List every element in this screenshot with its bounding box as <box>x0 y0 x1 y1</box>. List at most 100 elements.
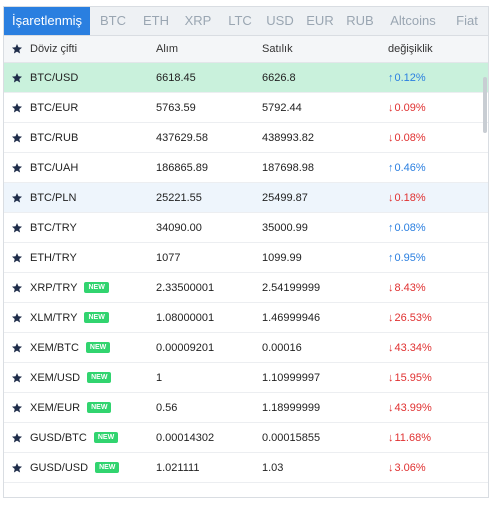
buy-price: 0.00014302 <box>156 431 215 444</box>
star-icon[interactable] <box>11 252 23 264</box>
star-icon[interactable] <box>11 282 23 294</box>
favorite-cell <box>4 432 30 444</box>
star-icon[interactable] <box>11 432 23 444</box>
pair-name: GUSD/USD <box>30 461 89 474</box>
favorite-cell <box>4 72 30 84</box>
favorite-cell <box>4 402 30 414</box>
pair-cell: XRP/TRY NEW <box>30 282 156 294</box>
change-cell: ↓0.18% <box>388 192 478 204</box>
pair-name: BTC/PLN <box>30 191 77 204</box>
buy-price: 0.56 <box>156 401 178 414</box>
pair-name: BTC/TRY <box>30 221 77 234</box>
tab-eur[interactable]: EUR <box>306 13 334 28</box>
buy-price: 1.021111 <box>156 461 200 474</box>
table-row[interactable]: BTC/UAH 186865.89 187698.98 ↑0.46% <box>4 153 488 183</box>
tab-usd[interactable]: USD <box>266 13 294 28</box>
new-badge: NEW <box>95 462 120 473</box>
star-icon[interactable] <box>11 462 23 474</box>
change-value: 8.43% <box>394 281 426 294</box>
favorite-cell <box>4 372 30 384</box>
arrow-down-icon: ↓ <box>388 281 394 294</box>
arrow-down-icon: ↓ <box>388 401 394 414</box>
buy-price: 2.33500001 <box>156 281 215 294</box>
table-row[interactable]: BTC/TRY 34090.00 35000.99 ↑0.08% <box>4 213 488 243</box>
table-row[interactable]: XEM/EUR NEW 0.56 1.18999999 ↓43.99% <box>4 393 488 423</box>
favorite-cell <box>4 162 30 174</box>
header-star-cell <box>4 43 30 55</box>
buy-price: 5763.59 <box>156 101 196 114</box>
change-cell: ↑0.12% <box>388 72 478 84</box>
tab-ltc[interactable]: LTC <box>228 13 252 28</box>
star-icon[interactable] <box>11 43 23 55</box>
buy-price: 6618.45 <box>156 71 196 84</box>
pair-cell: ETH/TRY <box>30 252 156 264</box>
arrow-up-icon: ↑ <box>388 251 394 264</box>
change-cell: ↑0.46% <box>388 162 478 174</box>
sell-price: 0.00015855 <box>262 431 321 444</box>
arrow-down-icon: ↓ <box>388 461 394 474</box>
star-icon[interactable] <box>11 372 23 384</box>
change-cell: ↓26.53% <box>388 312 478 324</box>
new-badge: NEW <box>85 342 111 353</box>
table-row[interactable]: GUSD/BTC NEW 0.00014302 0.00015855 ↓11.68% <box>4 423 488 453</box>
star-icon[interactable] <box>11 402 23 414</box>
tab-fiat[interactable]: Fiat <box>456 13 478 28</box>
table-row[interactable]: BTC/EUR 5763.59 5792.44 ↓0.09% <box>4 93 488 123</box>
pair-cell: XEM/BTC NEW <box>30 342 156 354</box>
star-icon[interactable] <box>11 312 23 324</box>
table-row[interactable]: BTC/PLN 25221.55 25499.87 ↓0.18% <box>4 183 488 213</box>
tab-rub[interactable]: RUB <box>346 13 374 28</box>
star-icon[interactable] <box>11 72 23 84</box>
tab-i̇şaretlenmiş[interactable]: İşaretlenmiş <box>4 7 90 35</box>
sell-price: 438993.82 <box>262 131 314 144</box>
buy-price: 34090.00 <box>156 221 202 234</box>
change-cell: ↓3.06% <box>388 462 478 474</box>
pair-cell: BTC/UAH <box>30 162 156 174</box>
pair-name: XRP/TRY <box>30 281 78 294</box>
header-pair[interactable]: Döviz çifti <box>30 43 78 55</box>
tab-btc[interactable]: BTC <box>100 13 126 28</box>
change-value: 0.08% <box>394 131 426 144</box>
pair-name: ETH/TRY <box>30 251 77 264</box>
change-value: 43.99% <box>394 401 432 414</box>
tab-xrp[interactable]: XRP <box>184 13 212 28</box>
tab-altcoins[interactable]: Altcoins <box>390 13 436 28</box>
table-row[interactable]: BTC/USD 6618.45 6626.8 ↑0.12% <box>4 63 488 93</box>
header-sell[interactable]: Satılık <box>262 43 293 55</box>
header-buy[interactable]: Alım <box>156 43 178 55</box>
star-icon[interactable] <box>11 102 23 114</box>
change-value: 11.68% <box>394 431 432 444</box>
change-cell: ↓0.09% <box>388 102 478 114</box>
table-row[interactable]: XEM/USD NEW 1 1.10999997 ↓15.95% <box>4 363 488 393</box>
table-row[interactable]: XLM/TRY NEW 1.08000001 1.46999946 ↓26.53% <box>4 303 488 333</box>
table-row[interactable]: GUSD/USD NEW 1.021111 1.03 ↓3.06% <box>4 453 488 483</box>
star-icon[interactable] <box>11 192 23 204</box>
change-cell: ↓11.68% <box>388 432 478 444</box>
table-row[interactable]: BTC/RUB 437629.58 438993.82 ↓0.08% <box>4 123 488 153</box>
table-row[interactable]: XEM/BTC NEW 0.00009201 0.00016 ↓43.34% <box>4 333 488 363</box>
new-badge: NEW <box>87 402 112 413</box>
star-icon[interactable] <box>11 132 23 144</box>
change-cell: ↑0.95% <box>388 252 478 264</box>
table-row[interactable]: ETH/TRY 1077 1099.99 ↑0.95% <box>4 243 488 273</box>
pair-name: XEM/EUR <box>30 401 81 414</box>
star-icon[interactable] <box>11 162 23 174</box>
sell-price: 5792.44 <box>262 101 302 114</box>
buy-price: 1 <box>156 371 163 384</box>
header-change[interactable]: değişiklik <box>388 43 433 55</box>
table-row[interactable]: XRP/TRY NEW 2.33500001 2.54199999 ↓8.43% <box>4 273 488 303</box>
pair-cell: BTC/PLN <box>30 192 156 204</box>
new-badge: NEW <box>93 432 119 443</box>
sell-price: 25499.87 <box>262 191 308 204</box>
change-cell: ↓15.95% <box>388 372 478 384</box>
new-badge: NEW <box>84 312 109 323</box>
star-icon[interactable] <box>11 342 23 354</box>
pair-name: XLM/TRY <box>30 311 78 324</box>
buy-price: 0.00009201 <box>156 341 215 354</box>
star-icon[interactable] <box>11 222 23 234</box>
change-value: 15.95% <box>394 371 432 384</box>
sell-price: 35000.99 <box>262 221 308 234</box>
scrollbar-thumb[interactable] <box>483 77 487 133</box>
arrow-down-icon: ↓ <box>388 311 394 324</box>
tab-eth[interactable]: ETH <box>143 13 169 28</box>
